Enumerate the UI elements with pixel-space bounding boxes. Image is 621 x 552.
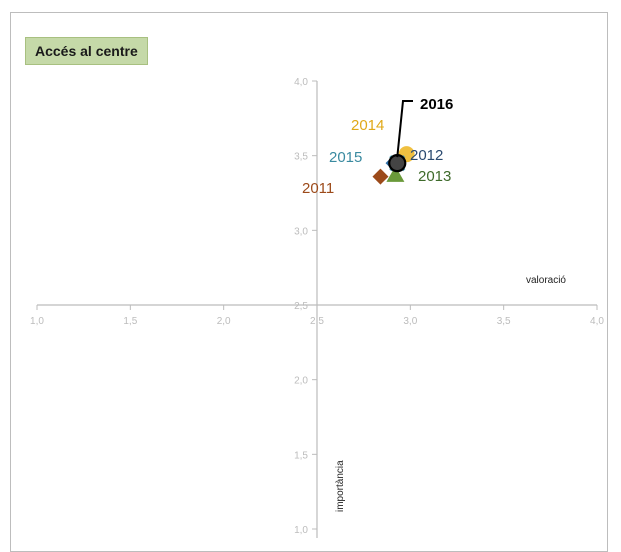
y-tick-label: 1,5 bbox=[294, 450, 308, 461]
data-label-2016: 2016 bbox=[420, 96, 453, 113]
x-tick-label: 4,0 bbox=[590, 316, 604, 327]
y-tick-label: 3,0 bbox=[294, 226, 308, 237]
x-tick-label: 1,0 bbox=[30, 316, 44, 327]
y-tick-label: 1,0 bbox=[294, 525, 308, 536]
chart-title: Accés al centre bbox=[25, 37, 148, 65]
data-label-2013: 2013 bbox=[418, 168, 451, 185]
y-tick-label: 2,5 bbox=[294, 301, 308, 312]
x-tick-label: 2,0 bbox=[217, 316, 231, 327]
y-tick-label: 3,5 bbox=[294, 152, 308, 163]
y-tick-label: 4,0 bbox=[294, 77, 308, 88]
chart-area bbox=[10, 12, 608, 552]
y-axis-title: importància bbox=[335, 460, 346, 512]
data-label-2014: 2014 bbox=[351, 117, 384, 134]
y-tick-label: 2,0 bbox=[294, 376, 308, 387]
data-markers bbox=[372, 146, 415, 185]
x-axis-title: valoració bbox=[526, 275, 566, 286]
data-label-2015: 2015 bbox=[329, 149, 362, 166]
axes bbox=[36, 80, 598, 538]
tick-labels: 1,0 1,5 2,0 2,5 3,0 3,5 4,0 1,0 1,5 2,0 2,5 3,0 3,5 4… bbox=[30, 77, 604, 536]
marker-2016 bbox=[388, 154, 407, 173]
data-label-2012: 2012 bbox=[410, 147, 443, 164]
x-tick-label: 3,5 bbox=[497, 316, 511, 327]
x-tick-label: 1,5 bbox=[123, 316, 137, 327]
data-label-2011: 2011 bbox=[302, 180, 334, 197]
x-tick-label: 3,0 bbox=[403, 316, 417, 327]
x-tick-label: 2,5 bbox=[310, 316, 324, 327]
marker-2013 bbox=[386, 166, 405, 182]
label-leader-line bbox=[396, 100, 413, 158]
scatter-plot: 1,0 1,5 2,0 2,5 3,0 3,5 4,0 1,0 1,5 2,0 2,5 3,0 3,5 4… bbox=[30, 77, 604, 538]
marker-2011 bbox=[372, 168, 389, 185]
data-labels: 2011 2012 2013 2014 2015 2016 bbox=[302, 96, 453, 197]
